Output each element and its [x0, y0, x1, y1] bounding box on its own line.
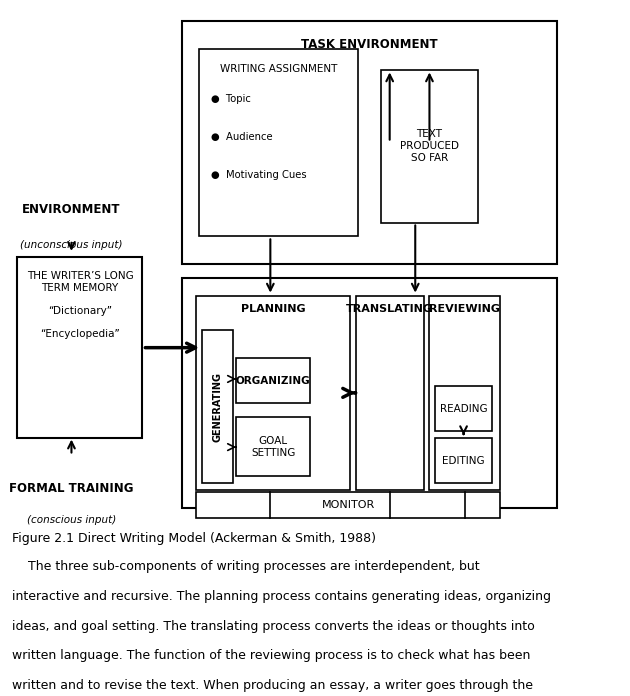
FancyBboxPatch shape — [435, 438, 492, 483]
Text: TEXT
PRODUCED
SO FAR: TEXT PRODUCED SO FAR — [400, 129, 459, 163]
Text: TASK ENVIRONMENT: TASK ENVIRONMENT — [302, 38, 438, 52]
Text: REVIEWING: REVIEWING — [430, 304, 500, 314]
FancyBboxPatch shape — [236, 358, 310, 403]
Text: ●  Audience: ● Audience — [210, 132, 272, 142]
Text: (unconscious input): (unconscious input) — [20, 240, 123, 250]
Text: ENVIRONMENT: ENVIRONMENT — [22, 203, 121, 216]
FancyBboxPatch shape — [199, 49, 358, 237]
FancyBboxPatch shape — [435, 386, 492, 431]
FancyBboxPatch shape — [202, 331, 233, 483]
FancyBboxPatch shape — [381, 70, 478, 223]
Text: ●  Motivating Cues: ● Motivating Cues — [210, 171, 306, 180]
FancyBboxPatch shape — [430, 296, 500, 490]
Text: GENERATING: GENERATING — [213, 372, 223, 442]
Text: written and to revise the text. When producing an essay, a writer goes through t: written and to revise the text. When pro… — [12, 679, 533, 693]
Text: written language. The function of the reviewing process is to check what has bee: written language. The function of the re… — [12, 649, 530, 663]
Text: The three sub-components of writing processes are interdependent, but: The three sub-components of writing proc… — [12, 560, 479, 573]
FancyBboxPatch shape — [197, 296, 350, 490]
Text: Figure 2.1 Direct Writing Model (Ackerman & Smith, 1988): Figure 2.1 Direct Writing Model (Ackerma… — [12, 532, 375, 545]
Text: ●  Topic: ● Topic — [210, 94, 251, 104]
FancyBboxPatch shape — [18, 258, 142, 438]
Text: ORGANIZING: ORGANIZING — [236, 376, 311, 386]
Text: (conscious input): (conscious input) — [27, 514, 116, 525]
Text: READING: READING — [440, 404, 488, 413]
FancyBboxPatch shape — [182, 278, 558, 507]
Text: TRANSLATING: TRANSLATING — [346, 304, 433, 314]
Text: WRITING ASSIGNMENT: WRITING ASSIGNMENT — [220, 64, 338, 74]
Text: MONITOR: MONITOR — [322, 500, 375, 509]
FancyBboxPatch shape — [236, 417, 310, 476]
Text: PLANNING: PLANNING — [241, 304, 306, 314]
FancyBboxPatch shape — [197, 491, 500, 518]
Text: interactive and recursive. The planning process contains generating ideas, organ: interactive and recursive. The planning … — [12, 590, 551, 603]
FancyBboxPatch shape — [355, 296, 424, 490]
Text: THE WRITER’S LONG
TERM MEMORY

“Dictionary”

“Encyclopedia”: THE WRITER’S LONG TERM MEMORY “Dictionar… — [26, 271, 134, 339]
Text: GOAL
SETTING: GOAL SETTING — [251, 436, 295, 457]
FancyBboxPatch shape — [182, 21, 558, 264]
Text: FORMAL TRAINING: FORMAL TRAINING — [9, 482, 134, 495]
Text: EDITING: EDITING — [442, 456, 485, 466]
Text: ideas, and goal setting. The translating process converts the ideas or thoughts : ideas, and goal setting. The translating… — [12, 619, 534, 633]
